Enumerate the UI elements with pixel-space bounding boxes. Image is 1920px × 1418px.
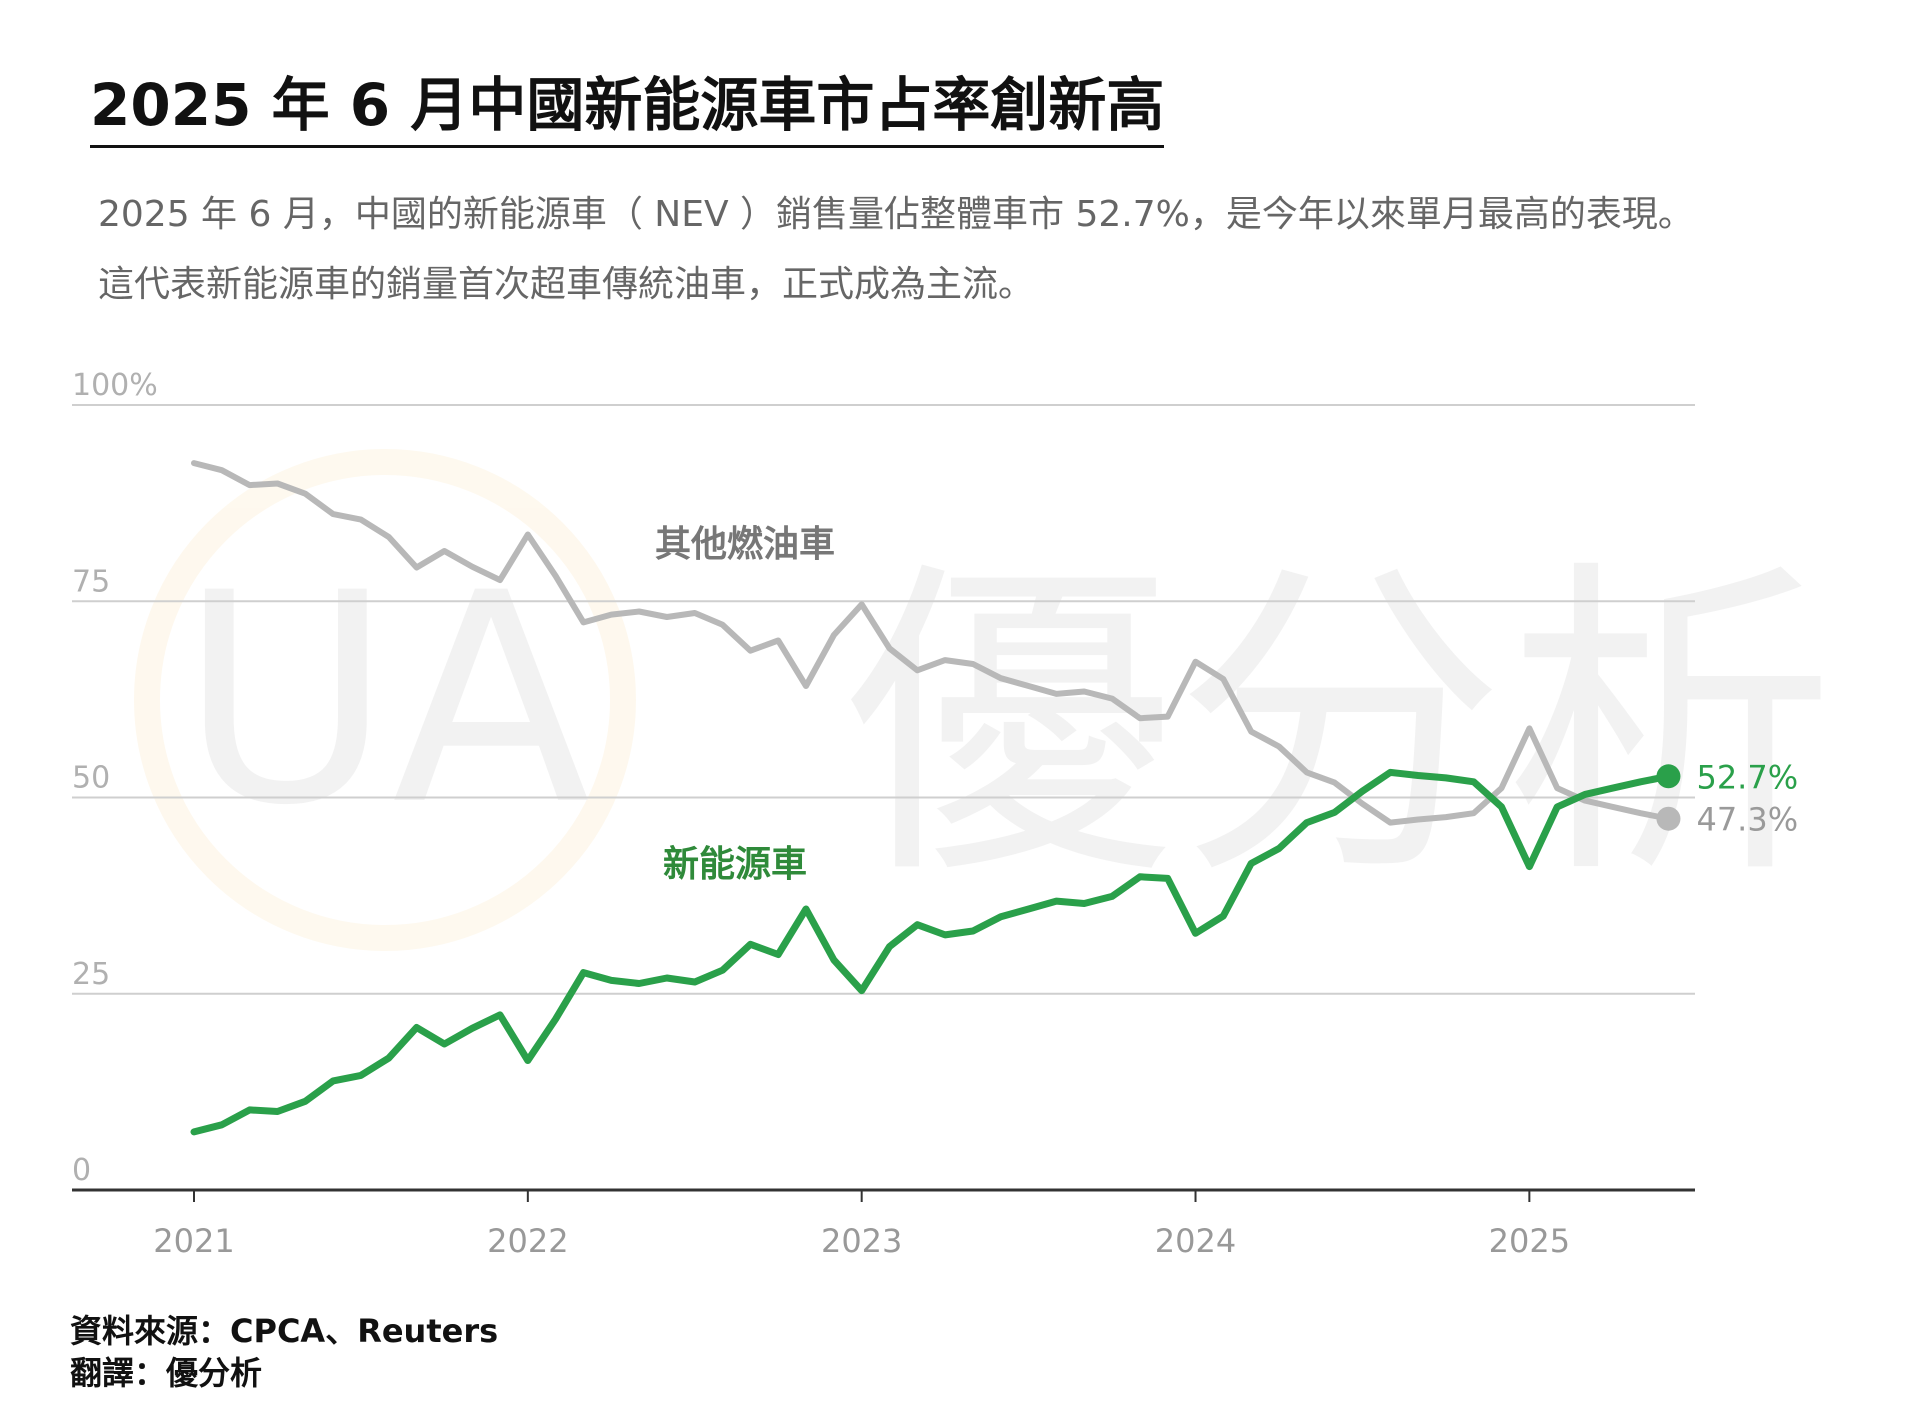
series-end-point-0	[1656, 806, 1681, 831]
translation-text: 翻譯：優分析	[70, 1354, 263, 1392]
x-tick-label: 2024	[1155, 1222, 1236, 1260]
series-line-0	[191, 460, 1672, 826]
x-tick-label: 2023	[821, 1222, 902, 1260]
x-axis: 2021 2022 2023 2024 2025	[72, 1188, 1695, 1260]
grid	[72, 404, 1695, 995]
y-tick-label: 100%	[72, 368, 158, 403]
y-axis: 0 25 50 75 100%	[72, 368, 158, 1188]
y-tick-label: 75	[72, 564, 110, 599]
y-tick-label: 50	[72, 761, 110, 796]
series-label-ice: 其他燃油車	[655, 524, 835, 565]
source-text: 資料來源：CPCA、Reuters	[70, 1312, 499, 1350]
series-end-point-1	[1656, 764, 1681, 789]
series-label-nev: 新能源車	[663, 844, 807, 885]
x-tick-label: 2022	[487, 1222, 568, 1260]
watermark-text: 優分析	[845, 534, 1835, 918]
y-tick-label: 25	[72, 957, 110, 992]
series-group: 47.3% 52.7%	[190, 460, 1798, 1136]
page-subtitle: 2025 年 6 月，中國的新能源車（ NEV ）銷售量佔整體車市 52.7%，…	[98, 180, 1858, 320]
page-title: 2025 年 6 月中國新能源車市占率創新高	[90, 72, 1165, 148]
subtitle-line-2: 這代表新能源車的銷量首次超車傳統油車，正式成為主流。	[98, 264, 1035, 305]
x-tick-label: 2025	[1489, 1222, 1570, 1260]
source-note: 資料來源：CPCA、Reuters 翻譯：優分析	[70, 1310, 498, 1394]
series-end-label-0: 47.3%	[1696, 801, 1798, 839]
watermark-logo-circle	[134, 449, 636, 951]
watermark-logo-text: UA	[180, 532, 592, 869]
x-tick-label: 2021	[153, 1222, 234, 1260]
subtitle-line-1: 2025 年 6 月，中國的新能源車（ NEV ）銷售量佔整體車市 52.7%，…	[98, 194, 1694, 235]
series-end-label-1: 52.7%	[1696, 758, 1798, 796]
watermark: UA 優分析	[134, 449, 1835, 951]
series-line-1	[190, 768, 1672, 1136]
y-tick-label: 0	[72, 1153, 91, 1188]
